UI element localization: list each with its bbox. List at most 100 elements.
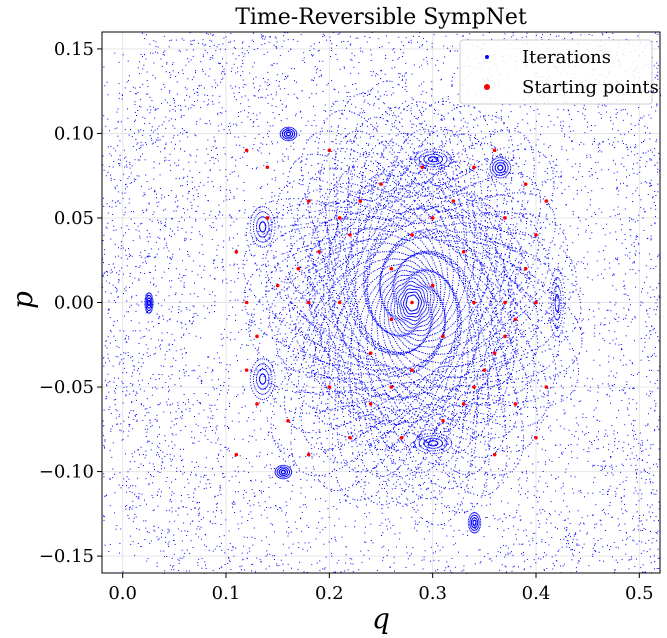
iteration-point (458, 283, 460, 285)
iteration-point (345, 302, 347, 304)
iteration-point (353, 314, 355, 316)
iteration-point (491, 285, 493, 287)
iteration-point (356, 272, 358, 274)
iteration-point (423, 405, 425, 407)
iteration-point (354, 319, 356, 321)
iteration-point (387, 230, 389, 232)
iteration-point (421, 379, 423, 381)
iteration-point (374, 318, 376, 320)
iteration-point (417, 230, 419, 232)
iteration-point (414, 291, 415, 293)
iteration-point (378, 299, 380, 301)
iteration-point (361, 323, 363, 324)
iteration-point (371, 382, 373, 384)
iteration-point (424, 297, 426, 298)
iteration-point (379, 313, 381, 315)
iteration-point (452, 357, 454, 359)
iteration-point (456, 234, 458, 236)
iteration-point (377, 222, 379, 224)
iteration-point (465, 285, 467, 287)
iteration-point (465, 241, 467, 243)
iteration-point (376, 247, 378, 249)
iteration-point (403, 299, 405, 301)
iteration-point (406, 280, 408, 282)
iteration-point (455, 232, 457, 234)
iteration-point (387, 317, 389, 319)
iteration-point (457, 265, 458, 267)
iteration-point (390, 333, 392, 335)
iteration-point (395, 320, 397, 322)
iteration-point (425, 286, 426, 287)
iteration-point (375, 217, 377, 219)
iteration-point (331, 267, 333, 269)
iteration-point (406, 298, 408, 300)
iteration-point (450, 260, 452, 262)
iteration-point (339, 335, 341, 337)
iteration-point (391, 359, 393, 361)
iteration-point (423, 243, 425, 245)
iteration-point (381, 285, 383, 287)
iteration-point (351, 346, 353, 348)
iteration-point (380, 411, 382, 413)
iteration-point (469, 369, 471, 371)
iteration-point (451, 370, 453, 372)
iteration-point (384, 262, 386, 264)
iteration-point (450, 366, 452, 367)
iteration-point (396, 189, 397, 191)
iteration-point (397, 424, 399, 425)
iteration-point (451, 315, 453, 317)
iteration-point (409, 393, 411, 395)
iteration-point (392, 353, 394, 355)
iteration-point (396, 277, 398, 278)
iteration-point (458, 358, 460, 360)
iteration-point (385, 419, 387, 420)
iteration-point (423, 366, 425, 368)
iteration-point (470, 251, 472, 253)
iteration-point (469, 363, 471, 365)
iteration-point (460, 332, 462, 334)
iteration-point (436, 268, 438, 270)
iteration-point (400, 309, 401, 311)
iteration-point (404, 319, 406, 321)
iteration-point (396, 272, 398, 274)
iteration-point (388, 265, 390, 267)
iteration-point (367, 250, 369, 251)
iteration-point (404, 370, 406, 372)
iteration-point (420, 311, 422, 313)
iteration-point (371, 395, 373, 397)
iteration-point (432, 291, 434, 293)
iteration-point (347, 291, 349, 293)
iteration-point (445, 209, 446, 211)
iteration-point (366, 338, 368, 340)
iteration-point (471, 350, 473, 352)
iteration-point (372, 289, 374, 291)
iteration-point (478, 296, 480, 298)
iteration-point (366, 216, 368, 218)
iteration-point (402, 307, 403, 309)
iteration-point (466, 301, 468, 303)
iteration-point (384, 347, 386, 349)
iteration-point (421, 314, 423, 316)
iteration-point (408, 234, 410, 236)
iteration-point (426, 323, 428, 325)
iteration-point (459, 390, 461, 392)
iteration-point (402, 212, 404, 214)
iteration-point (417, 289, 419, 291)
iteration-point (418, 208, 420, 210)
iteration-point (406, 285, 408, 287)
iteration-point (410, 378, 412, 380)
iteration-point (463, 306, 465, 308)
iteration-point (360, 326, 362, 328)
iteration-point (375, 372, 377, 373)
iteration-point (391, 248, 393, 249)
iteration-point (452, 248, 454, 250)
iteration-point (431, 181, 433, 183)
iteration-point (466, 244, 468, 246)
iteration-point (428, 269, 430, 271)
iteration-point (494, 334, 496, 335)
iteration-point (356, 339, 358, 341)
iteration-point (414, 371, 416, 373)
iteration-point (392, 258, 393, 260)
iteration-point (465, 228, 467, 230)
iteration-point (437, 369, 439, 371)
